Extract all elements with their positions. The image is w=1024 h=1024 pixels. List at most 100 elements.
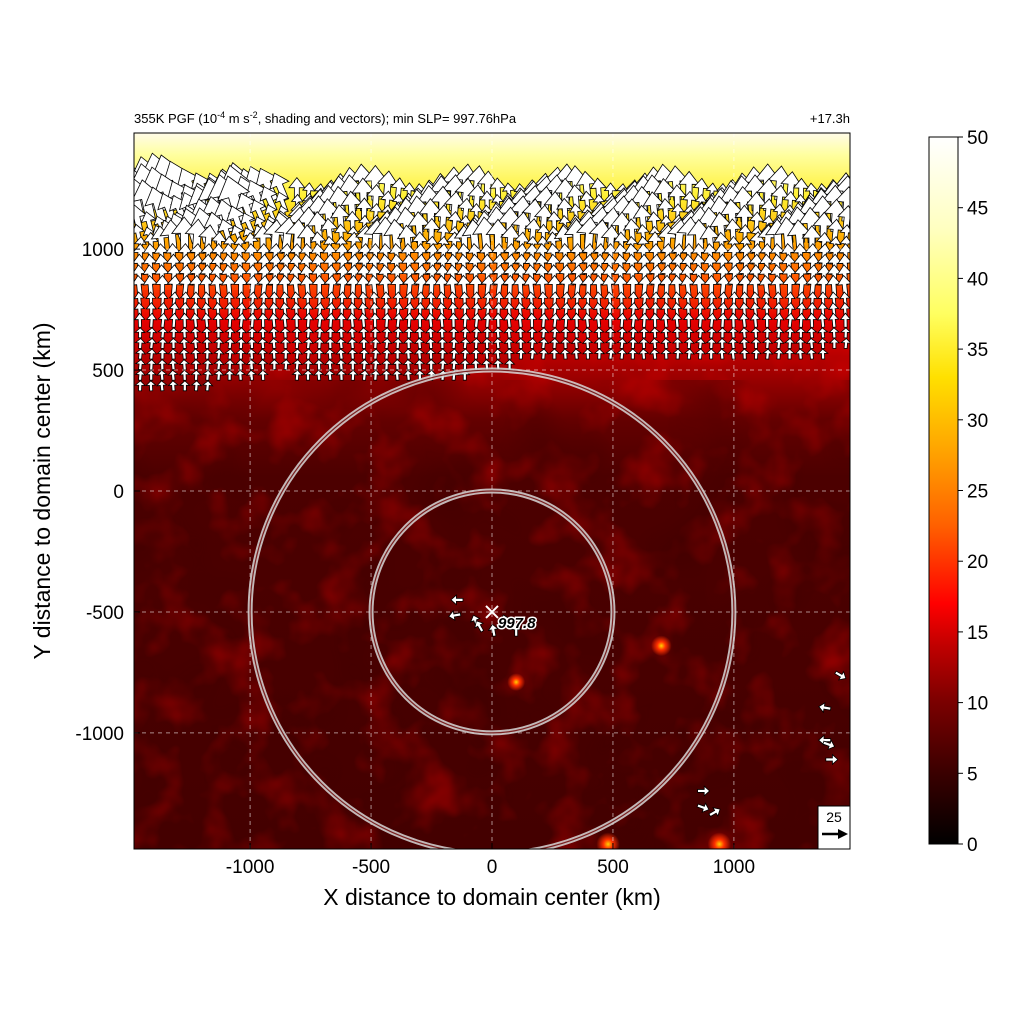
vector-shape: [357, 327, 370, 339]
pgf-vector: [312, 369, 325, 381]
pgf-vector: [178, 348, 191, 360]
pgf-vector: [357, 327, 370, 339]
vector-shape: [335, 337, 347, 349]
vector-shape: [470, 337, 483, 349]
vector-shape: [470, 348, 482, 360]
pgf-vector: [839, 312, 850, 328]
vector-shape: [580, 274, 597, 296]
pgf-vector: [590, 274, 607, 296]
pgf-vector: [470, 337, 483, 349]
vector-shape: [514, 312, 526, 328]
vector-shape: [368, 291, 381, 307]
vector-shape: [616, 348, 628, 360]
vector-shape: [134, 348, 147, 360]
pgf-vector: [134, 274, 147, 297]
pgf-vector: [200, 302, 213, 318]
radius-ring-inner: [370, 490, 614, 734]
pgf-vector: [817, 291, 829, 307]
vector-shape: [582, 291, 594, 307]
vector-shape: [593, 327, 605, 339]
vector-shape: [683, 337, 695, 349]
pgf-vector: [629, 185, 656, 222]
vector-shape: [156, 348, 169, 360]
pgf-vector: [749, 312, 762, 328]
pgf-vector: [738, 291, 751, 307]
colorbar-tick-label: 45: [967, 199, 988, 220]
pgf-vector: [220, 274, 237, 297]
pgf-vector: [257, 327, 269, 339]
pgf-vector: [302, 369, 314, 381]
vector-shape: [510, 623, 522, 637]
pgf-vector: [648, 348, 661, 360]
pgf-vector: [245, 369, 258, 381]
pgf-vector: [391, 348, 404, 360]
vector-shape: [638, 312, 651, 328]
pgf-vector: [377, 274, 394, 297]
vector-shape: [817, 291, 829, 307]
vector-shape: [548, 337, 561, 349]
pgf-vector: [761, 327, 774, 339]
vector-shape: [683, 327, 695, 339]
pgf-vector: [346, 348, 359, 360]
pgf-vector: [604, 312, 617, 328]
vector-shape: [392, 312, 405, 328]
pgf-vector: [279, 291, 291, 307]
pgf-vector: [769, 274, 786, 296]
vector-shape: [694, 312, 707, 328]
vector-shape: [448, 337, 460, 349]
pgf-vector: [167, 348, 180, 360]
vector-shape: [696, 206, 723, 244]
vector-shape: [637, 337, 650, 349]
pgf-vector: [279, 337, 292, 349]
pgf-vector: [291, 327, 303, 339]
pgf-vector: [145, 312, 158, 328]
pgf-vector: [234, 359, 247, 371]
vector-shape: [189, 327, 202, 339]
vector-shape: [749, 291, 762, 307]
colorbar-tick-label: 10: [967, 694, 988, 715]
pgf-vector: [717, 312, 729, 328]
pgf-vector: [256, 359, 269, 371]
pgf-vector: [592, 302, 605, 318]
vector-shape: [134, 359, 147, 371]
pgf-vector: [211, 291, 224, 307]
pgf-vector: [392, 312, 405, 328]
pgf-vector: [727, 348, 739, 360]
vector-shape: [190, 359, 202, 371]
vector-shape: [167, 380, 179, 392]
pgf-vector: [492, 312, 504, 328]
vector-shape: [738, 301, 751, 318]
vector-shape: [167, 369, 179, 381]
pgf-vector: [795, 327, 807, 339]
vector-shape: [424, 327, 437, 339]
vector-shape: [226, 205, 246, 234]
pgf-vector: [249, 199, 267, 223]
vector-shape: [694, 348, 707, 360]
vector-shape: [178, 327, 191, 339]
vector-shape: [436, 337, 449, 349]
pgf-vector: [750, 337, 762, 349]
vector-shape: [312, 369, 325, 381]
pgf-vector: [503, 301, 515, 318]
pgf-vector: [157, 312, 169, 328]
vector-shape: [747, 274, 764, 296]
pgf-vector: [683, 327, 695, 339]
vector-shape: [391, 369, 403, 381]
vector-shape: [302, 369, 314, 381]
vector-shape: [381, 337, 393, 349]
pgf-vector: [347, 369, 359, 381]
pgf-vector: [627, 327, 640, 339]
pgf-vector: [448, 348, 460, 360]
vector-shape: [828, 337, 841, 349]
vector-shape: [784, 312, 797, 328]
vector-shape: [627, 327, 640, 339]
pgf-vector: [402, 337, 415, 349]
pgf-vectors: [134, 152, 850, 817]
pgf-vector: [302, 337, 315, 349]
vector-shape: [279, 291, 291, 307]
vector-shape: [593, 337, 605, 349]
pgf-vector: [156, 369, 168, 381]
vector-shape: [188, 274, 205, 296]
pgf-vector: [324, 337, 337, 349]
